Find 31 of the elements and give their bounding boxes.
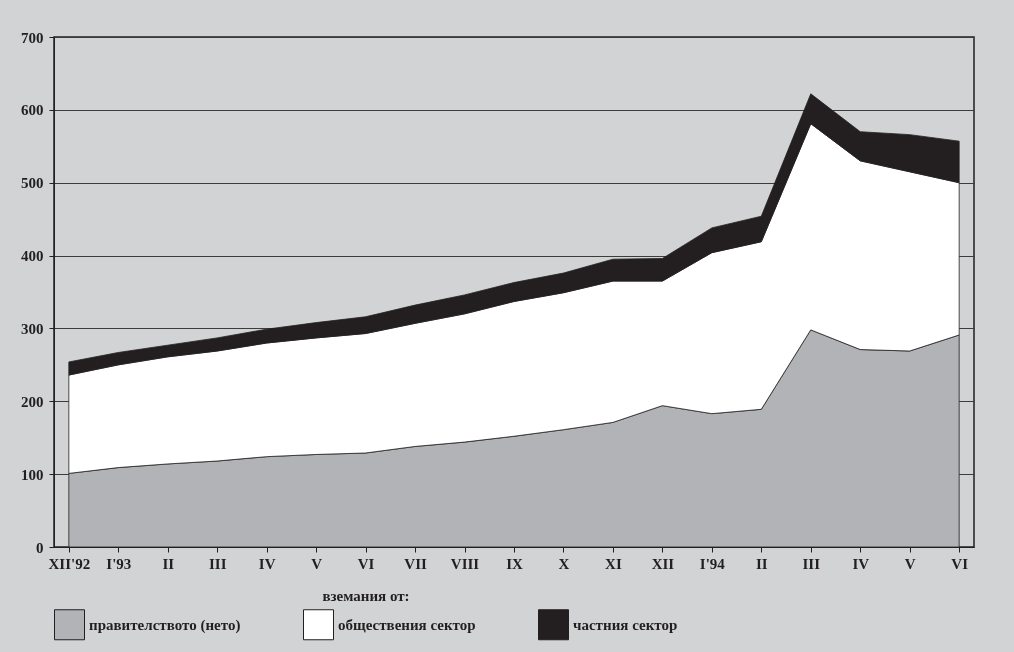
x-tick-label: V: [311, 555, 323, 572]
x-tick-label: III: [802, 555, 821, 572]
x-tick-label: I'94: [699, 555, 726, 572]
x-tick-label: II: [755, 555, 768, 572]
legend-title: вземания от:: [322, 588, 410, 604]
legend-label: правителството (нето): [89, 616, 241, 634]
y-tick-label: 400: [21, 248, 44, 265]
x-tick-label: IV: [258, 555, 276, 572]
x-tick-label: IX: [506, 555, 523, 572]
y-tick-label: 500: [21, 175, 44, 192]
x-tick-label: II: [162, 555, 175, 572]
x-tick-label: VII: [404, 555, 427, 572]
y-tick-label: 0: [36, 539, 44, 556]
y-tick-label: 700: [21, 29, 44, 46]
x-tick-label: VI: [951, 555, 969, 572]
x-tick-label: V: [904, 555, 916, 572]
legend-label: частния сектор: [573, 616, 678, 633]
legend-label: обществения сектор: [338, 616, 476, 633]
x-tick-label: I'93: [106, 555, 132, 572]
x-tick-label: IV: [852, 555, 870, 572]
x-tick-label: XII: [651, 555, 675, 572]
y-tick-label: 300: [21, 320, 44, 337]
x-tick-label: VI: [357, 555, 375, 572]
x-tick-label: XI: [605, 555, 622, 572]
x-tick-label: X: [558, 555, 570, 572]
x-tick-label: XII'92: [48, 555, 91, 572]
y-tick-label: 600: [21, 102, 44, 119]
x-tick-label: III: [208, 555, 227, 572]
x-tick-label: VIII: [450, 555, 480, 572]
y-tick-label: 100: [21, 466, 44, 483]
y-tick-label: 200: [21, 393, 44, 410]
